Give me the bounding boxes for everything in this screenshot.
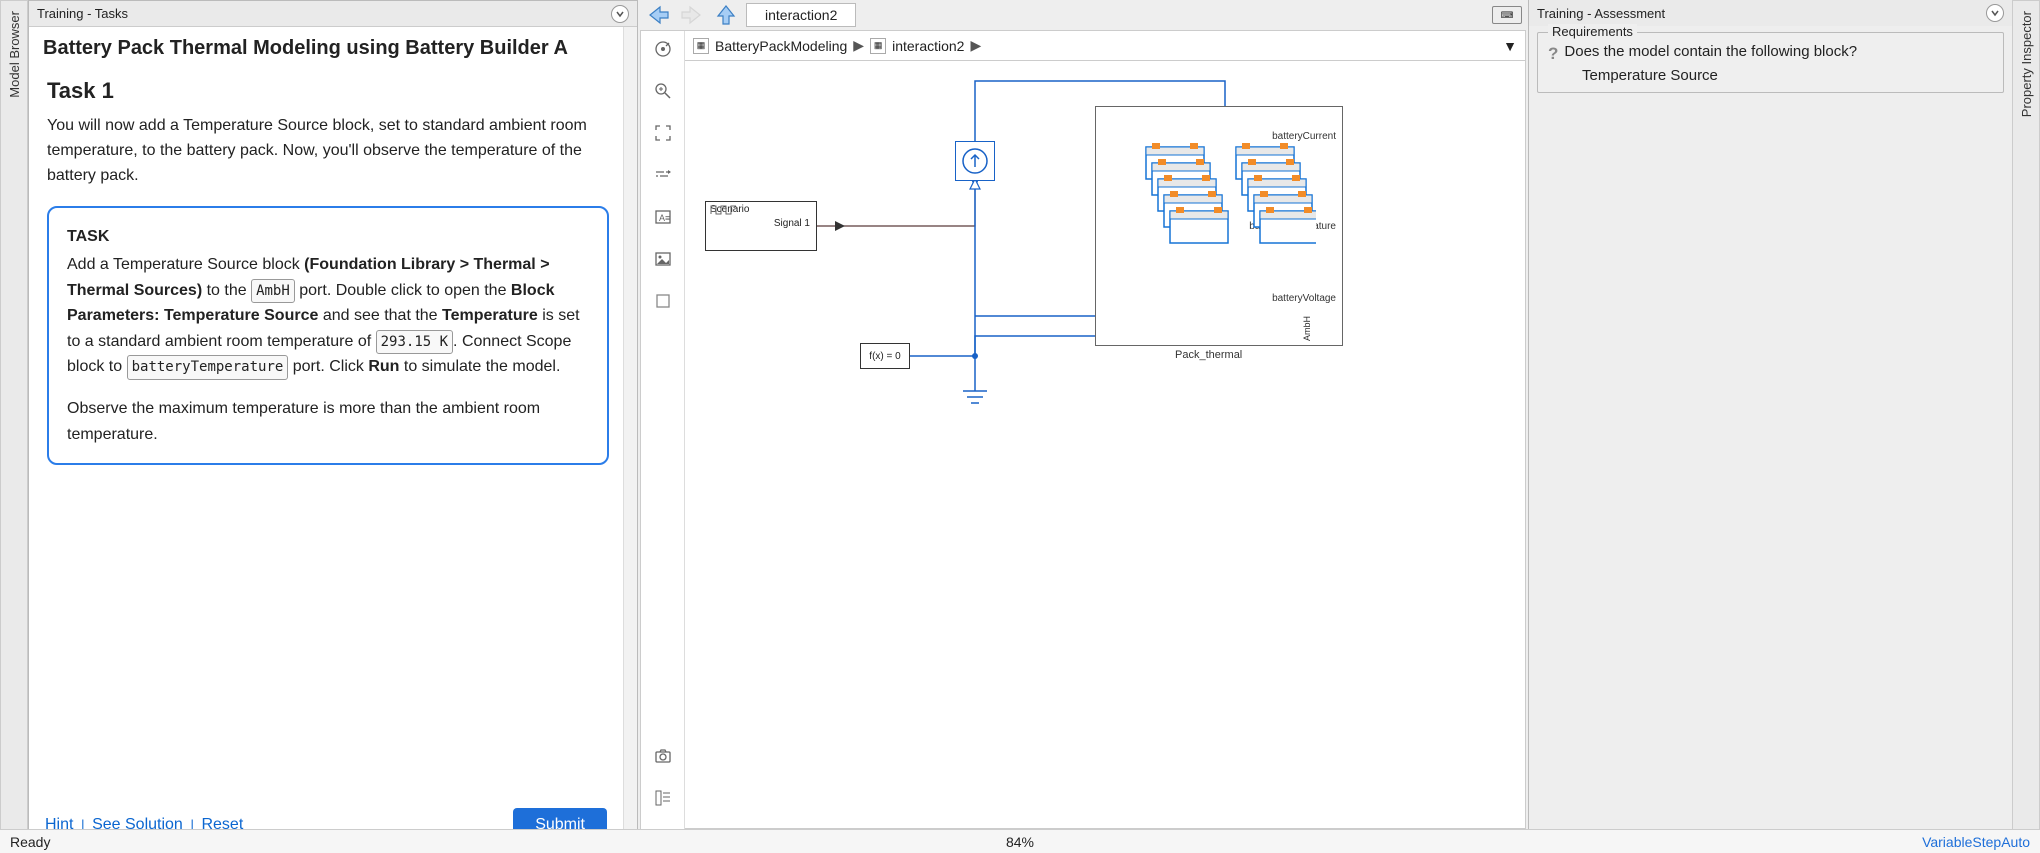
scenario-block[interactable]: Scenario Signal 1 (705, 201, 817, 251)
project-title: Battery Pack Thermal Modeling using Batt… (29, 27, 623, 66)
requirement-question: Does the model contain the following blo… (1564, 41, 1857, 67)
canvas-wrap: A≡ ▦ BatteryPackModeling ▶ ▦ interaction… (640, 30, 1526, 853)
model-browser-label: Model Browser (7, 11, 22, 98)
status-bar: Ready 84% VariableStepAuto (0, 829, 2040, 853)
box-icon[interactable] (651, 289, 675, 313)
canvas-main: ▦ BatteryPackModeling ▶ ▦ interaction2 ▶… (685, 31, 1525, 852)
requirement-question-row: ? Does the model contain the following b… (1548, 41, 1993, 67)
breadcrumb-bar: ▦ BatteryPackModeling ▶ ▦ interaction2 ▶… (685, 31, 1525, 61)
breadcrumb-child-icon[interactable]: ▦ (870, 38, 886, 54)
task-intro: You will now add a Temperature Source bl… (47, 114, 609, 188)
requirements-box: Requirements ? Does the model contain th… (1537, 32, 2004, 93)
chevron-right-icon: ▶ (970, 37, 981, 54)
chip-temp: 293.15 K (376, 330, 453, 354)
task-body: Task 1 You will now add a Temperature So… (29, 66, 623, 798)
waveform-icon (710, 202, 738, 218)
scenario-signal: Signal 1 (774, 218, 810, 229)
chip-ambh: AmbH (251, 279, 295, 303)
task-heading: Task 1 (47, 78, 609, 104)
nav-forward-button[interactable] (678, 3, 706, 27)
image-icon[interactable] (651, 247, 675, 271)
model-browser-tab[interactable]: Model Browser (0, 0, 28, 853)
tasks-panel-header: Training - Tasks (29, 1, 637, 27)
status-zoom: 84% (1006, 834, 1034, 850)
status-solver[interactable]: VariableStepAuto (1922, 834, 2030, 850)
requirement-answer: Temperature Source (1582, 67, 1993, 84)
zoom-icon[interactable] (651, 79, 675, 103)
center-area: interaction2 ⌨ A≡ ▦ BatteryPa (638, 0, 1528, 853)
target-icon[interactable] (651, 37, 675, 61)
list-icon[interactable] (651, 786, 675, 810)
model-canvas[interactable]: Scenario Signal 1 f(x) = 0 (685, 61, 1525, 828)
assessment-title: Training - Assessment (1537, 6, 1665, 21)
task-box-title: TASK (67, 224, 589, 250)
task-observe: Observe the maximum temperature is more … (67, 396, 589, 447)
breadcrumb-dropdown-icon[interactable]: ▼ (1503, 38, 1517, 54)
source-icon (956, 142, 994, 180)
nav-up-button[interactable] (712, 3, 740, 27)
tasks-collapse-button[interactable] (611, 5, 629, 23)
assessment-collapse-button[interactable] (1986, 4, 2004, 22)
port-ambh: AmbH (1302, 316, 1312, 341)
canvas-toolbar: A≡ (641, 31, 685, 852)
annotation-icon[interactable]: A≡ (651, 205, 675, 229)
camera-icon[interactable] (651, 744, 675, 768)
task-instructions: Add a Temperature Source block (Foundati… (67, 252, 589, 380)
assessment-header: Training - Assessment (1529, 0, 2012, 26)
step-icon[interactable] (651, 163, 675, 187)
center-toolbar: interaction2 ⌨ (638, 0, 1528, 30)
svg-text:A≡: A≡ (659, 213, 670, 223)
source-block[interactable] (955, 141, 995, 181)
training-tasks-panel: Training - Tasks Battery Pack Thermal Mo… (28, 0, 638, 853)
fit-icon[interactable] (651, 121, 675, 145)
status-ready: Ready (10, 834, 50, 850)
requirements-legend: Requirements (1548, 24, 1637, 39)
tasks-scrollbar[interactable] (623, 27, 637, 852)
document-tab-label: interaction2 (765, 7, 837, 23)
keyboard-icon[interactable]: ⌨ (1492, 6, 1522, 24)
property-inspector-tab[interactable]: Property Inspector (2012, 0, 2040, 853)
battery-cells-icon (1136, 137, 1316, 307)
breadcrumb-root[interactable]: BatteryPackModeling (715, 38, 847, 54)
document-tab[interactable]: interaction2 (746, 3, 856, 27)
question-mark-icon: ? (1548, 41, 1558, 67)
task-instruction-box: TASK Add a Temperature Source block (Fou… (47, 206, 609, 465)
pack-thermal-label: Pack_thermal (1175, 349, 1242, 361)
fx-label: f(x) = 0 (869, 351, 900, 362)
training-assessment-panel: Training - Assessment Requirements ? Doe… (1528, 0, 2012, 853)
chevron-right-icon: ▶ (853, 37, 864, 54)
property-inspector-label: Property Inspector (2019, 11, 2034, 117)
chip-port: batteryTemperature (127, 355, 289, 379)
breadcrumb-root-icon[interactable]: ▦ (693, 38, 709, 54)
breadcrumb-child[interactable]: interaction2 (892, 38, 964, 54)
tasks-panel-title: Training - Tasks (37, 6, 128, 21)
fx-block[interactable]: f(x) = 0 (860, 343, 910, 369)
pack-thermal-subsystem[interactable]: batteryCurrent batteryTemperature batter… (1095, 106, 1343, 346)
nav-back-button[interactable] (644, 3, 672, 27)
